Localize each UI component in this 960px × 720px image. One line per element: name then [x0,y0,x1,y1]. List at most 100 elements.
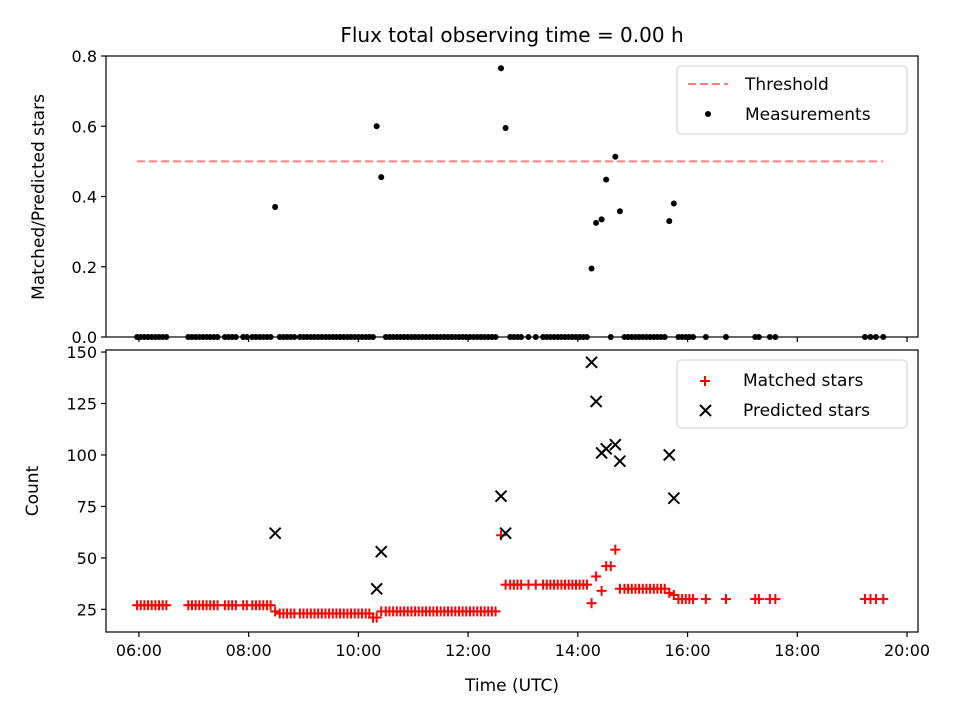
measurement-point [702,334,709,340]
count-x-tick-label: 10:00 [335,641,381,660]
measurement-point [880,334,887,340]
count-x-tick-label: 06:00 [116,641,162,660]
ratio-y-tick-label: 0.4 [72,188,97,207]
measurement-points [134,65,887,340]
measurement-point [272,204,279,211]
matched-star-point [700,594,711,605]
legend-threshold-label: Threshold [744,75,829,95]
measurement-point [616,208,623,215]
count-y-tick-label: 50 [77,549,97,568]
count-x-tick-label: 20:00 [884,641,930,660]
count-y-axis: 25 50 75 100 125 150 [66,343,106,619]
count-x-tick-label: 12:00 [445,641,491,660]
legend-matched-label: Matched stars [743,371,863,391]
count-y-tick-label: 100 [66,446,97,465]
legend-measurements-swatch [705,111,711,117]
measurement-point [163,334,170,340]
measurement-point [867,334,874,340]
count-y-axis-label: Count [23,465,43,516]
predicted-star-point [370,582,383,595]
matched-star-point [596,585,607,596]
count-x-axis-label: Time (UTC) [464,676,559,696]
count-legend-box [676,359,908,429]
ratio-legend: Threshold Measurements [676,65,908,135]
matched-star-point [688,594,699,605]
matched-star-point [371,612,382,623]
measurement-point [214,334,221,340]
predicted-star-point [599,442,613,456]
measurement-point [498,65,505,72]
legend-predicted-swatch [699,404,712,417]
measurement-point [593,219,600,226]
measurement-point [670,200,677,207]
count-x-axis: 06:00 08:00 10:00 12:00 14:00 16:00 18:00 20:00 [116,632,930,660]
measurement-point [373,123,380,130]
count-panel: 25 50 75 100 125 150 06:00 08:00 10:00 12:00 14:0… [23,343,930,696]
measurement-point [766,334,773,340]
measurement-point [502,125,509,132]
ratio-y-tick-label: 0.0 [72,328,97,347]
measurement-point [603,176,610,183]
measurement-point [518,334,525,340]
predicted-star-point [375,545,388,558]
ratio-y-tick-label: 0.8 [72,47,97,66]
predicted-star-point [667,491,681,505]
ratio-x-ticks [138,337,908,342]
predicted-star-point [499,526,512,540]
count-x-tick-label: 18:00 [774,641,820,660]
matched-star-point [161,600,172,611]
matched-star-point [753,594,764,605]
predicted-star-point [609,438,622,451]
measurement-point [772,334,779,340]
matched-star-point [720,594,731,605]
ratio-y-tick-label: 0.6 [72,117,97,136]
ratio-y-axis: 0.0 0.2 0.4 0.6 0.8 [72,47,106,347]
matched-star-point [265,600,276,611]
count-legend: Matched stars Predicted stars [676,359,908,429]
legend-matched-swatch [700,376,710,386]
count-x-tick-label: 14:00 [555,641,601,660]
measurement-point [661,334,668,340]
measurement-point [598,216,605,223]
count-y-tick-label: 75 [77,497,97,516]
legend-measurements-label: Measurements [745,105,871,125]
count-points [132,356,889,623]
measurement-point [722,334,729,340]
matched-star-point [490,606,501,617]
measurement-point [872,334,879,340]
measurement-point [532,334,539,340]
count-y-tick-label: 150 [66,343,97,362]
matched-star-point [586,598,597,609]
matched-star-point [664,587,675,598]
ratio-legend-box [676,65,908,135]
matched-star-point [610,544,621,555]
count-y-tick-label: 25 [77,600,97,619]
measurement-point [492,334,499,340]
measurement-point [666,218,673,225]
matched-star-point [770,594,781,605]
matched-star-point [581,579,592,590]
measurement-point [612,153,619,160]
ratio-panel: 0.00.20.40.60.8 Matched/Predicted stars … [29,47,919,347]
measurement-point [267,334,274,340]
predicted-star-point [494,489,508,503]
predicted-star-point [663,448,676,462]
count-x-tick-label: 08:00 [226,641,272,660]
predicted-star-point [613,454,627,468]
measurement-point [525,334,532,340]
measurement-point [370,334,377,340]
chart-title: Flux total observing time = 0.00 h [340,23,683,47]
measurement-point [291,334,298,340]
measurement-point [232,334,239,340]
count-x-tick-label: 16:00 [665,641,711,660]
measurement-point [861,334,868,340]
measurement-point [755,334,762,340]
matched-star-point [591,571,602,582]
predicted-star-point [585,356,598,369]
ratio-y-axis-label: Matched/Predicted stars [29,94,49,300]
count-y-tick-label: 125 [66,395,97,414]
predicted-star-point [589,395,603,408]
measurement-point [583,334,590,340]
matched-star-point [605,561,616,572]
